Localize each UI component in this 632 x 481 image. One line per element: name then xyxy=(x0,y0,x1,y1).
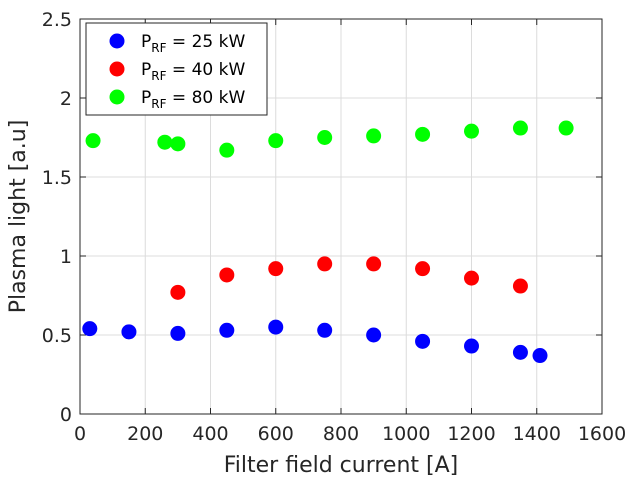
legend-label: PRF = 25 kW xyxy=(141,32,245,55)
y-tick-label: 2 xyxy=(60,88,72,110)
data-point-series-3 xyxy=(366,128,382,144)
data-point-series-3 xyxy=(268,133,284,149)
data-point-series-1 xyxy=(512,344,528,360)
data-point-series-1 xyxy=(219,322,235,338)
x-axis-ticks: 0 200 400 600 800 1000 1200 1400 1600 xyxy=(74,19,626,445)
data-point-series-2 xyxy=(512,278,528,294)
x-tick-label: 200 xyxy=(127,423,163,445)
data-point-series-2 xyxy=(219,267,235,283)
x-tick-label: 1600 xyxy=(578,423,626,445)
x-tick-label: 600 xyxy=(258,423,294,445)
x-tick-label: 1000 xyxy=(382,423,430,445)
data-point-series-1 xyxy=(82,321,98,337)
data-point-series-2 xyxy=(268,261,284,277)
data-point-series-3 xyxy=(512,120,528,136)
data-point-series-1 xyxy=(268,319,284,335)
data-point-series-1 xyxy=(415,333,431,349)
y-tick-label: 2.5 xyxy=(42,9,72,31)
x-tick-label: 0 xyxy=(74,423,86,445)
y-tick-label: 1 xyxy=(60,246,72,268)
y-tick-label: 0.5 xyxy=(42,325,72,347)
legend: PRF = 25 kW PRF = 40 kW PRF = 80 kW xyxy=(85,22,268,116)
legend-label: PRF = 40 kW xyxy=(141,60,245,83)
data-point-series-2 xyxy=(464,270,479,286)
x-tick-label: 800 xyxy=(323,423,359,445)
x-tick-label: 400 xyxy=(192,423,228,445)
data-point-series-1 xyxy=(366,327,382,343)
data-point-series-3 xyxy=(219,142,235,158)
data-point-series-2 xyxy=(317,256,333,272)
data-point-series-3 xyxy=(464,123,479,139)
data-points xyxy=(82,120,574,364)
data-point-series-1 xyxy=(317,322,333,338)
data-point-series-3 xyxy=(157,134,173,150)
data-point-series-2 xyxy=(415,261,431,277)
data-point-series-2 xyxy=(366,256,382,272)
data-point-series-3 xyxy=(317,130,333,145)
data-point-series-1 xyxy=(121,324,137,340)
y-tick-label: 1.5 xyxy=(42,167,72,189)
legend-marker xyxy=(109,33,125,49)
y-tick-label: 0 xyxy=(60,404,72,426)
data-point-series-3 xyxy=(558,120,574,136)
x-tick-label: 1400 xyxy=(513,423,561,445)
legend-label: PRF = 80 kW xyxy=(141,88,245,111)
legend-marker xyxy=(109,61,125,77)
data-point-series-1 xyxy=(532,348,548,364)
x-tick-label: 1200 xyxy=(447,423,495,445)
y-axis-title: Plasma light [a.u] xyxy=(6,120,31,314)
y-axis-ticks: 0 0.5 1 1.5 2 2.5 xyxy=(42,9,602,426)
data-point-series-2 xyxy=(170,284,186,300)
data-point-series-3 xyxy=(415,126,431,142)
data-point-series-3 xyxy=(85,133,101,149)
data-point-series-1 xyxy=(170,325,186,341)
data-point-series-3 xyxy=(170,136,186,152)
data-point-series-1 xyxy=(464,338,479,354)
x-axis-title: Filter field current [A] xyxy=(224,453,459,478)
legend-marker xyxy=(109,89,125,105)
